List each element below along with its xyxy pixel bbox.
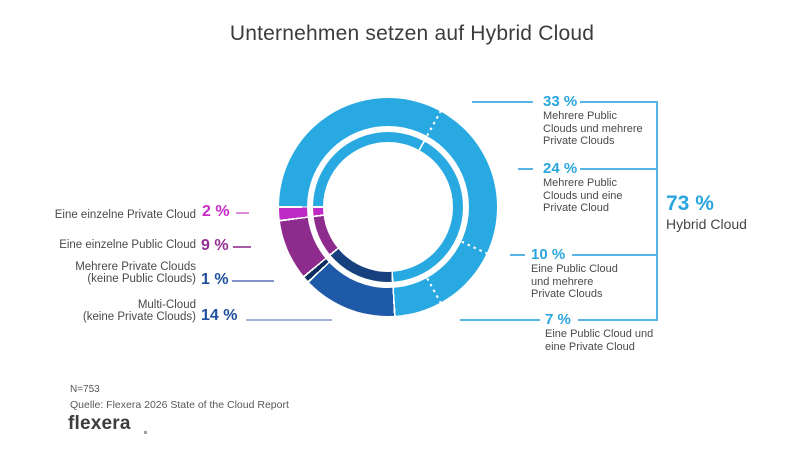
- value-7: 7 %: [545, 311, 571, 328]
- value-10: 10 %: [531, 246, 566, 263]
- desc-line: Private Clouds: [543, 135, 615, 147]
- desc-line: Eine Public Cloud: [531, 263, 618, 275]
- desc-line: Private Cloud: [543, 202, 610, 214]
- segment-separator-dotted: [425, 276, 442, 304]
- hybrid-total-value: 73 %: [666, 192, 714, 215]
- chart-title: Unternehmen setzen auf Hybrid Cloud: [229, 22, 595, 45]
- label-line: Mehrere Private Clouds: [75, 261, 196, 273]
- leader-line-multicloud: [246, 319, 332, 321]
- label-line: (keine Private Clouds): [82, 311, 196, 323]
- leader-line-multi-private: [232, 280, 274, 282]
- leader-line-single-private: [236, 212, 249, 214]
- label-line: Eine einzelne Private Cloud: [54, 209, 196, 221]
- leader-line-33: [472, 101, 533, 103]
- left-label-single-private: Eine einzelne Private Cloud: [55, 209, 196, 221]
- segment-separator-dotted: [425, 110, 442, 138]
- bracket-stub-7: [578, 319, 657, 321]
- value-single-public: 9 %: [201, 237, 229, 254]
- value-24: 24 %: [543, 160, 578, 177]
- desc-line: Clouds und mehrere: [543, 122, 643, 135]
- left-label-multicloud: Multi-Cloud (keine Private Clouds): [83, 299, 196, 323]
- bracket-stub-10: [572, 254, 657, 256]
- value-33: 33 %: [543, 93, 578, 110]
- sample-size: N=753: [70, 384, 100, 395]
- value-single-private: 2 %: [202, 203, 230, 220]
- bracket-stub-33: [580, 101, 657, 103]
- desc-line: Private Clouds: [531, 288, 603, 300]
- segment-separator-dotted: [459, 240, 488, 255]
- left-label-multi-private: Mehrere Private Clouds (keine Public Clo…: [75, 261, 196, 285]
- label-line: (keine Public Clouds): [87, 273, 196, 285]
- source-note: Quelle: Flexera 2026 State of the Cloud …: [70, 399, 289, 411]
- desc-line: Eine Public Cloud und: [545, 328, 654, 340]
- leader-line-10: [510, 254, 525, 256]
- desc-line: Clouds und eine: [543, 189, 623, 202]
- donut-hole: [323, 142, 453, 272]
- hybrid-bracket-line: [656, 101, 658, 321]
- value-multicloud: 14 %: [201, 307, 238, 324]
- leader-line-24: [518, 168, 533, 170]
- segment-description-24: Mehrere Public Clouds und eine Private C…: [543, 177, 623, 215]
- desc-line: Mehrere Public: [543, 110, 617, 122]
- segment-description-33: Mehrere Public Clouds und mehrere Privat…: [543, 110, 643, 148]
- segment-description-10: Eine Public Cloud und mehrere Private Cl…: [531, 263, 618, 301]
- flexera-logo: flexera: [68, 413, 131, 434]
- value-multi-private: 1 %: [201, 271, 229, 288]
- bracket-stub-24: [580, 168, 657, 170]
- leader-line-single-public: [233, 246, 251, 248]
- donut-chart: [279, 98, 497, 316]
- segment-description-7: Eine Public Cloud und eine Private Cloud: [545, 328, 653, 353]
- desc-line: Mehrere Public: [543, 177, 617, 189]
- hybrid-total-label: Hybrid Cloud: [666, 216, 747, 232]
- flexera-logo-dot: [144, 431, 147, 434]
- label-line: Eine einzelne Public Cloud: [59, 239, 196, 251]
- desc-line: eine Private Cloud: [545, 340, 635, 353]
- desc-line: und mehrere: [531, 275, 594, 288]
- label-line: Multi-Cloud: [137, 299, 196, 311]
- leader-line-7: [460, 319, 540, 321]
- left-label-single-public: Eine einzelne Public Cloud: [59, 239, 196, 251]
